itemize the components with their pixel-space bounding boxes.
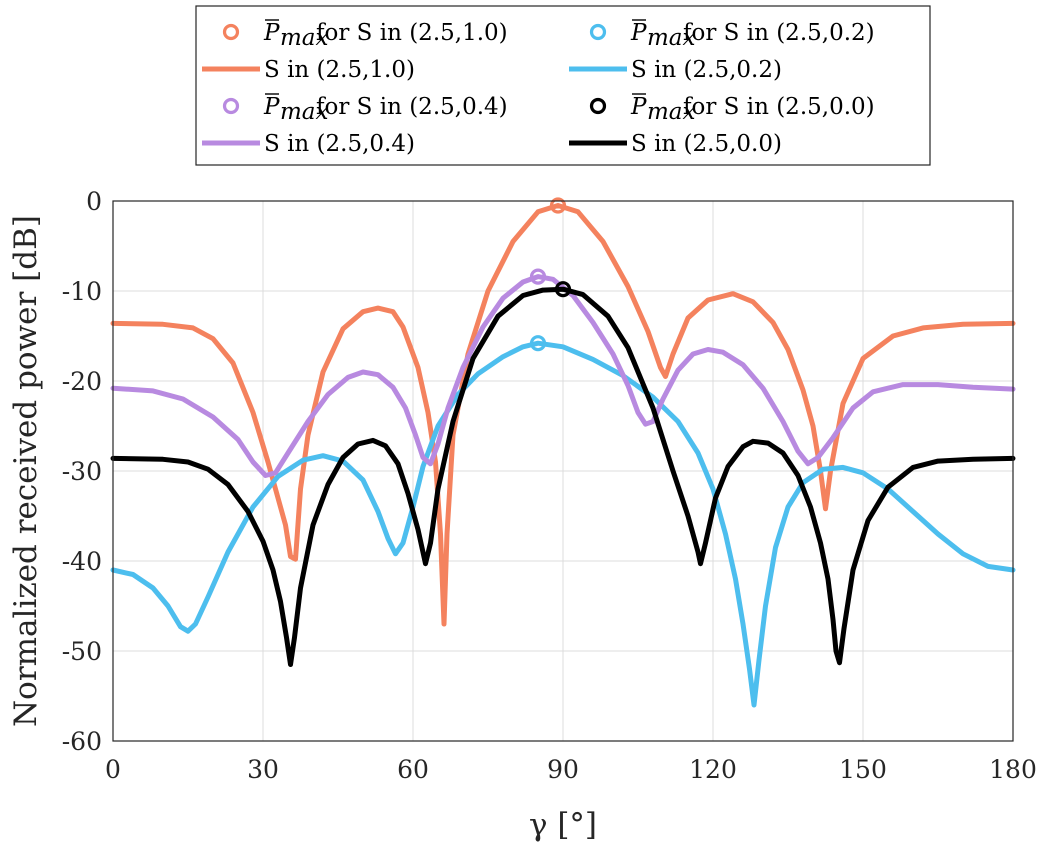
peak-marker-2 [529,268,547,285]
x-tick-label: 60 [397,755,429,784]
y-tick-label: -20 [62,367,102,396]
y-tick-labels: 0 -10 -20 -30 -40 -50 -60 [62,187,102,756]
y-tick-label: -30 [62,457,102,486]
legend-pmax-subscript: max [647,99,696,125]
legend-pmax-symbol: P [263,94,280,120]
legend-label: S in (2.5,0.0) [631,131,782,157]
y-tick-label: 0 [86,187,102,216]
legend-label: S in (2.5,0.2) [631,57,782,83]
legend-pmax-subscript: max [280,99,329,125]
series-line-0 [110,203,1016,627]
legend-marker-1 [589,23,607,41]
x-tick-label: 180 [989,755,1037,784]
x-tick-label: 30 [247,755,279,784]
peak-marker-1 [529,335,547,352]
x-tick-labels: 0 30 60 90 120 150 180 [105,755,1037,784]
peak-marker-3 [554,281,572,298]
legend-marker-0 [222,23,240,41]
legend-label: S in (2.5,0.4) [264,131,415,157]
axes-box [112,200,1014,742]
series-line-1 [110,340,1016,708]
x-axis-label: γ [°] [529,807,597,843]
legend-box [195,5,931,166]
x-tick-label: 120 [689,755,737,784]
y-tick-label: -10 [62,277,102,306]
legend-label: for S in (2.5,0.2) [683,20,875,46]
y-tick-label: -60 [62,727,102,756]
legend-pmax-subscript: max [280,25,329,51]
peak-marker-0 [549,197,567,214]
legend-label: for S in (2.5,0.0) [683,94,875,120]
x-tick-label: 90 [547,755,579,784]
series-line-3 [110,286,1016,667]
legend-pmax-symbol: P [263,20,280,46]
legend-marker-2 [222,97,240,115]
legend-marker-3 [589,97,607,115]
legend-label: S in (2.5,1.0) [264,57,415,83]
legend-pmax-subscript: max [647,25,696,51]
peak-markers [529,197,572,352]
legend-label: for S in (2.5,0.4) [316,94,508,120]
y-tick-label: -50 [62,637,102,666]
y-axis-label: Normalized received power [dB] [8,215,44,727]
x-tick-label: 0 [105,755,121,784]
legend-pmax-symbol: P [630,94,647,120]
y-tick-label: -40 [62,547,102,576]
legend-pmax-symbol: P [630,20,647,46]
legend-label: for S in (2.5,1.0) [316,20,508,46]
x-tick-label: 150 [839,755,887,784]
